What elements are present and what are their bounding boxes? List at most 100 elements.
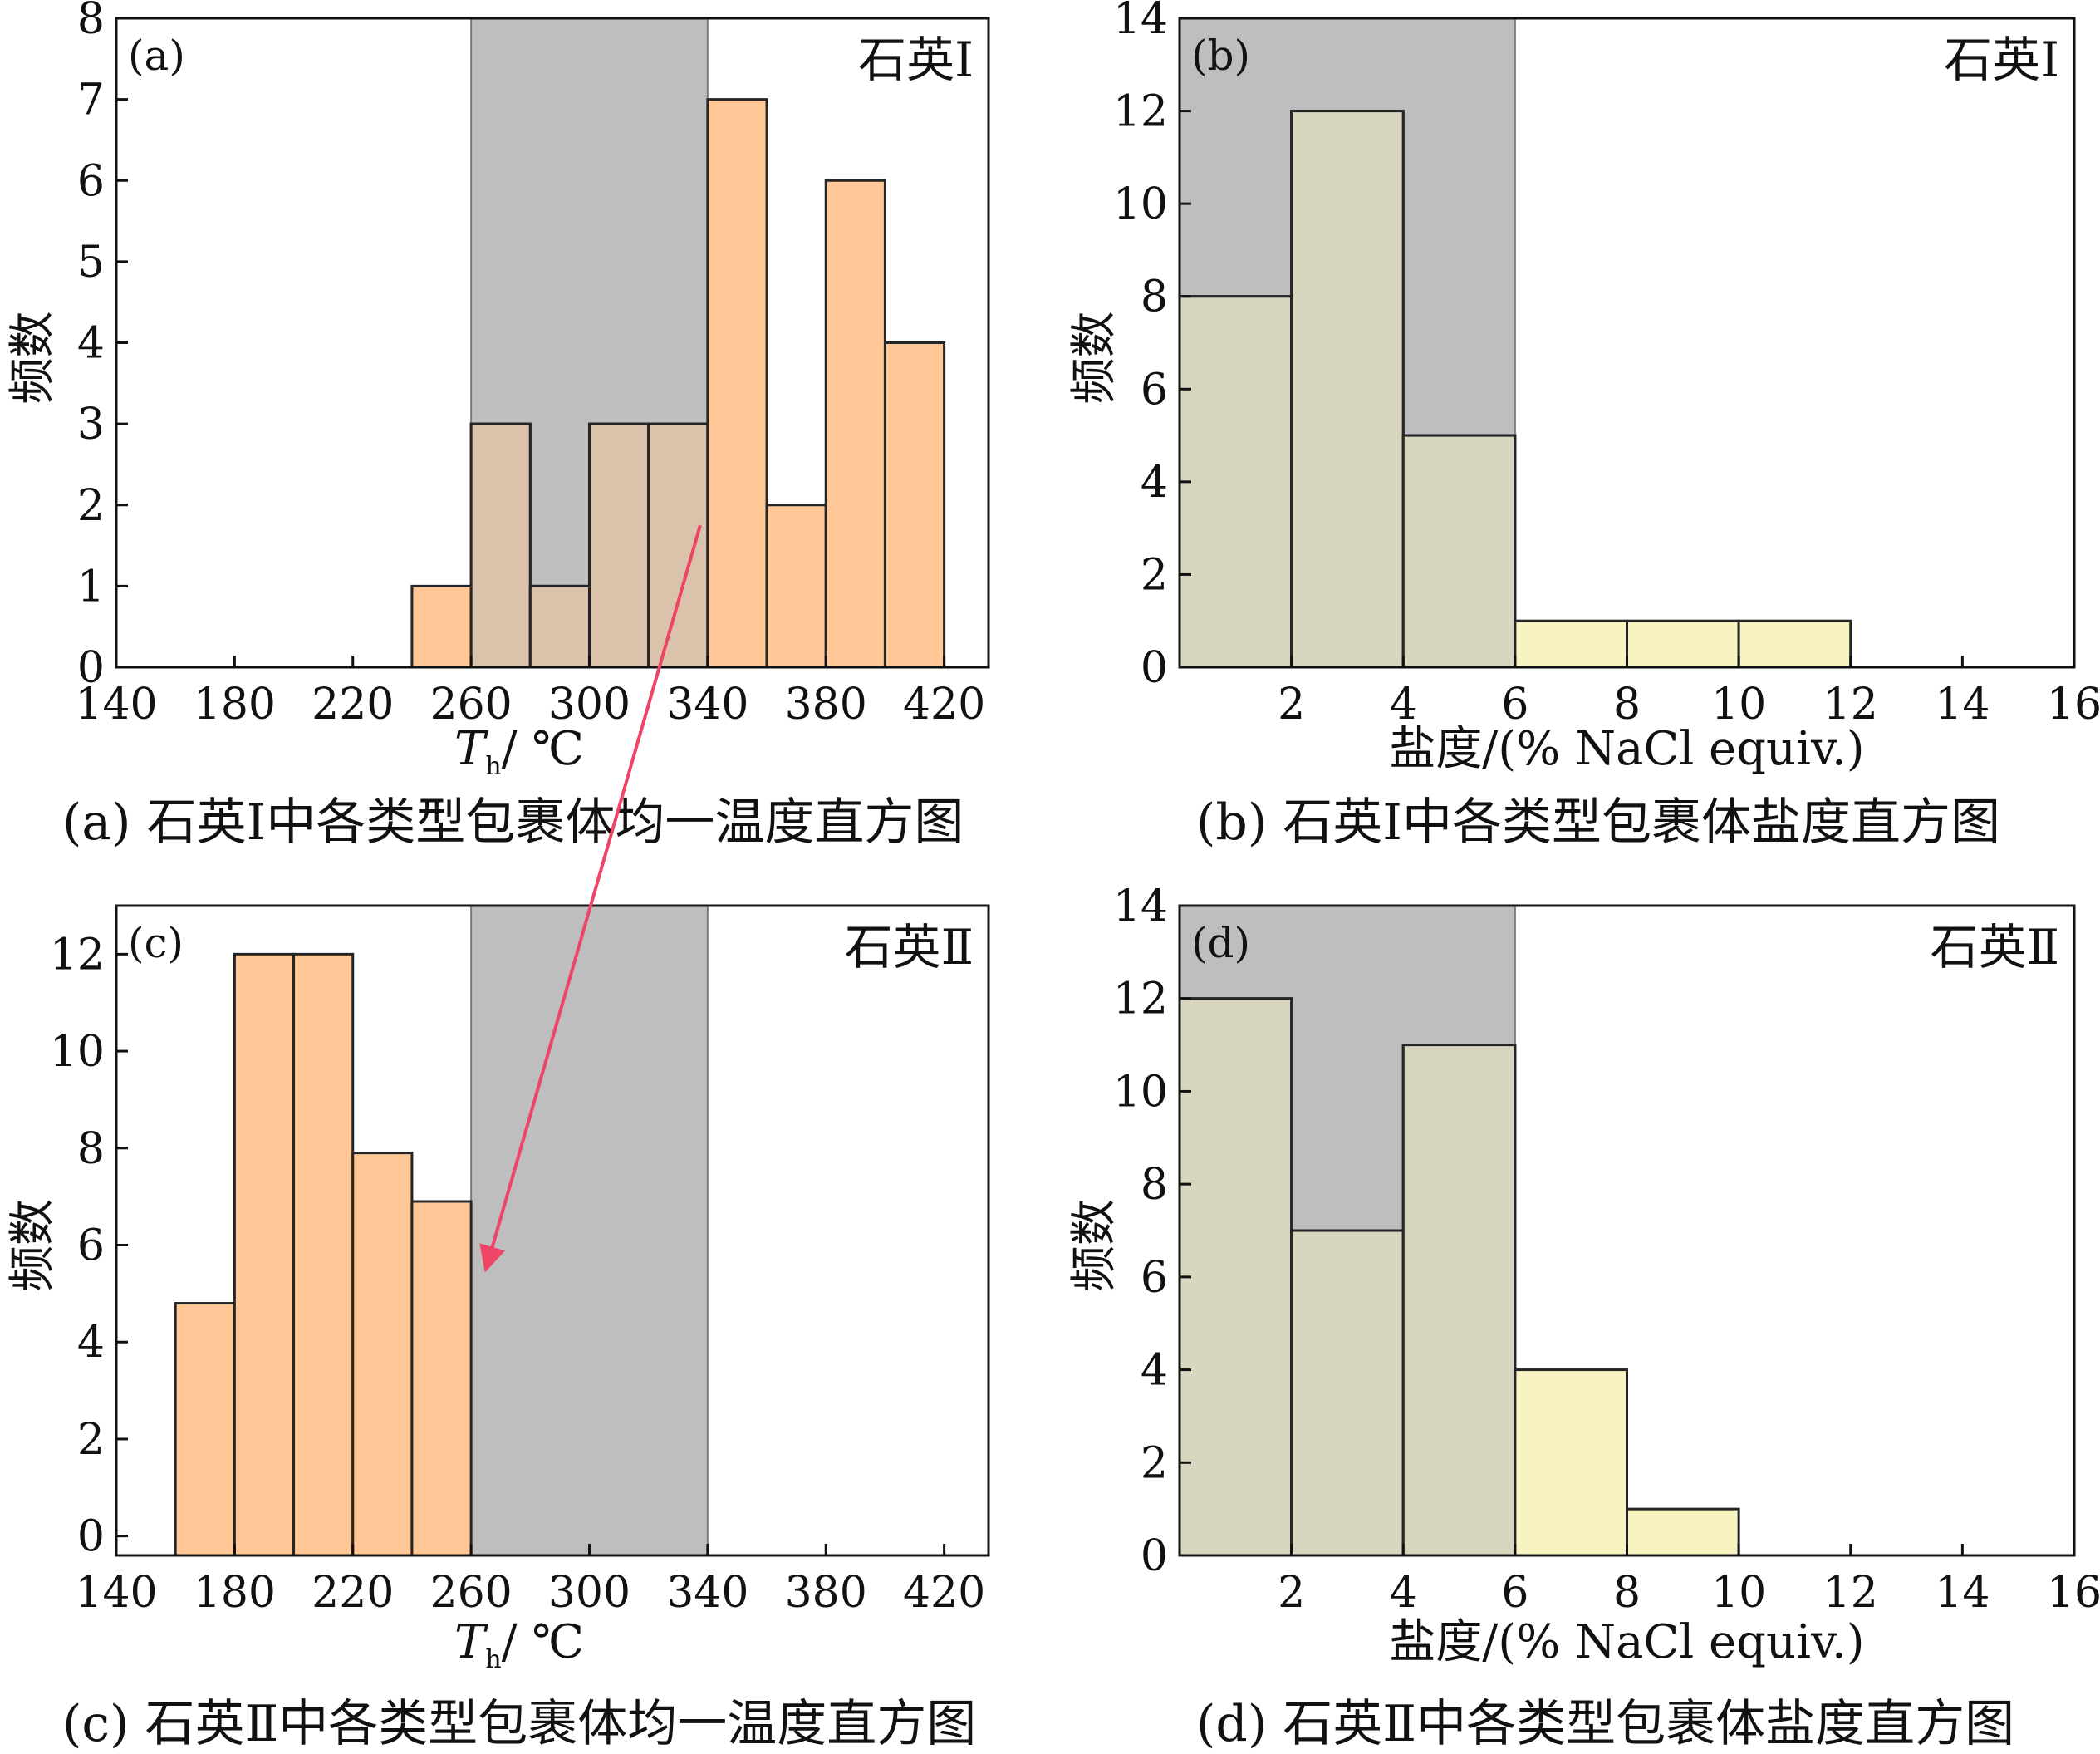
x-tick-label: 10 [1711, 680, 1766, 730]
histogram-bar [824, 179, 886, 669]
y-axis-title: 频数 [6, 312, 60, 405]
y-tick-label: 1 [77, 562, 105, 612]
panel-letter: (b) [1191, 32, 1250, 80]
histogram-bar-overlap [1401, 434, 1517, 669]
x-axis-title: 盐度/(% NaCl equiv.) [1389, 1615, 1864, 1669]
x-tick-label: 340 [666, 1568, 748, 1618]
y-tick-label: 2 [1141, 1438, 1168, 1488]
panel-caption: (d) 石英Ⅱ中各类型包裹体盐度直方图 [1196, 1695, 2014, 1753]
y-tick-label: 0 [77, 1512, 105, 1562]
y-tick-label: 0 [1141, 1531, 1168, 1581]
panel-letter: (a) [128, 32, 185, 80]
y-tick-label: 8 [77, 1124, 105, 1174]
x-axis-unit: / ℃ [502, 722, 584, 776]
y-tick-label: 4 [1141, 1346, 1168, 1396]
y-tick-label: 8 [1141, 1160, 1168, 1210]
histogram-bar-overlap [1178, 997, 1293, 1557]
y-tick-label: 10 [1113, 179, 1168, 229]
x-tick-label: 380 [785, 1568, 867, 1618]
x-tick-label: 420 [903, 680, 985, 730]
x-tick-label: 420 [903, 1568, 985, 1618]
histogram-bar-overlap [528, 584, 591, 669]
histogram-bar [351, 1152, 414, 1557]
histogram-bar [1737, 619, 1852, 669]
y-axis-title: 频数 [1067, 312, 1121, 405]
y-tick-label: 2 [77, 1415, 105, 1465]
x-tick-label: 300 [548, 1568, 630, 1618]
x-tick-label: 12 [1823, 680, 1878, 730]
y-tick-label: 8 [77, 0, 105, 44]
y-tick-label: 7 [77, 76, 105, 125]
histogram-bar [1514, 1368, 1628, 1557]
x-tick-label: 140 [75, 1568, 157, 1618]
histogram-bar [765, 504, 827, 669]
x-axis-subscript: h [485, 752, 501, 781]
panel-letter: (c) [128, 919, 184, 967]
x-tick-label: 260 [429, 1568, 512, 1618]
y-tick-label: 2 [1141, 550, 1168, 600]
y-tick-label: 6 [77, 1221, 105, 1271]
x-tick-label: 300 [548, 680, 630, 730]
x-axis-title: 盐度/(% NaCl equiv.) [1389, 722, 1864, 776]
y-tick-label: 4 [77, 319, 105, 369]
x-axis-title: Th/ ℃ [454, 722, 584, 781]
x-tick-label: 8 [1613, 680, 1641, 730]
histogram-bar [706, 98, 768, 669]
x-tick-label: 220 [312, 680, 394, 730]
x-tick-label: 180 [194, 1568, 276, 1618]
histogram-bar-overlap [1290, 110, 1405, 669]
x-tick-label: 380 [785, 680, 867, 730]
x-axis-symbol: T [454, 722, 488, 776]
histogram-bar-overlap [587, 422, 650, 669]
y-tick-label: 0 [77, 643, 105, 693]
x-tick-label: 220 [312, 1568, 394, 1618]
histogram-bar [1514, 619, 1628, 669]
x-tick-label: 6 [1501, 1568, 1528, 1618]
panel-letter: (d) [1191, 919, 1250, 967]
histogram-panel-0: 0 1 2 3 4 5 6 7 8 140 180 220 260 300 340 380 420 (a) 石英Ⅰ 频… [6, 0, 990, 852]
histogram-bar-overlap [647, 422, 709, 669]
mineral-tag: 石英Ⅰ [858, 32, 974, 88]
histogram-bar [883, 341, 946, 669]
histogram-panel-2: 0 2 4 6 8 10 12 140 180 220 260 300 340 380 420 (c) 石英Ⅱ 频… [6, 904, 990, 1753]
histogram-bar [410, 584, 473, 669]
histogram-bar [233, 952, 296, 1557]
mineral-tag: 石英Ⅱ [845, 919, 974, 975]
panel-caption: (a) 石英Ⅰ中各类型包裹体均一温度直方图 [62, 793, 964, 852]
x-tick-label: 4 [1390, 1568, 1417, 1618]
shaded-range [470, 905, 709, 1556]
x-tick-label: 16 [2047, 680, 2100, 730]
y-tick-label: 12 [1113, 975, 1168, 1024]
mineral-tag: 石英Ⅱ [1931, 919, 2059, 975]
y-tick-label: 14 [1113, 882, 1168, 931]
histogram-bar [1626, 619, 1740, 669]
x-tick-label: 2 [1278, 680, 1305, 730]
x-tick-label: 4 [1390, 680, 1417, 730]
y-tick-label: 6 [77, 156, 105, 206]
histogram-bar [410, 1200, 473, 1557]
panel-caption: (c) 石英Ⅱ中各类型包裹体均一温度直方图 [62, 1695, 976, 1753]
x-tick-label: 340 [666, 680, 748, 730]
panel-caption: (b) 石英Ⅰ中各类型包裹体盐度直方图 [1196, 793, 2000, 852]
y-tick-label: 12 [1113, 87, 1168, 137]
y-tick-label: 10 [1113, 1067, 1168, 1117]
y-tick-label: 6 [1141, 365, 1168, 415]
y-axis-title: 频数 [6, 1199, 60, 1292]
histogram-bar [174, 1302, 236, 1557]
y-tick-label: 4 [77, 1318, 105, 1368]
y-axis-title: 频数 [1067, 1199, 1121, 1292]
y-tick-label: 4 [1141, 458, 1168, 508]
x-tick-label: 260 [429, 680, 512, 730]
y-tick-label: 2 [77, 481, 105, 531]
histogram-bar-overlap [469, 422, 532, 669]
histogram-bar [1626, 1507, 1740, 1557]
x-tick-label: 14 [1935, 1568, 1990, 1618]
y-tick-label: 12 [50, 930, 105, 980]
y-tick-label: 5 [77, 238, 105, 287]
y-tick-label: 6 [1141, 1253, 1168, 1303]
histogram-bar-overlap [1178, 295, 1293, 669]
x-tick-label: 14 [1935, 680, 1990, 730]
x-tick-label: 6 [1501, 680, 1528, 730]
